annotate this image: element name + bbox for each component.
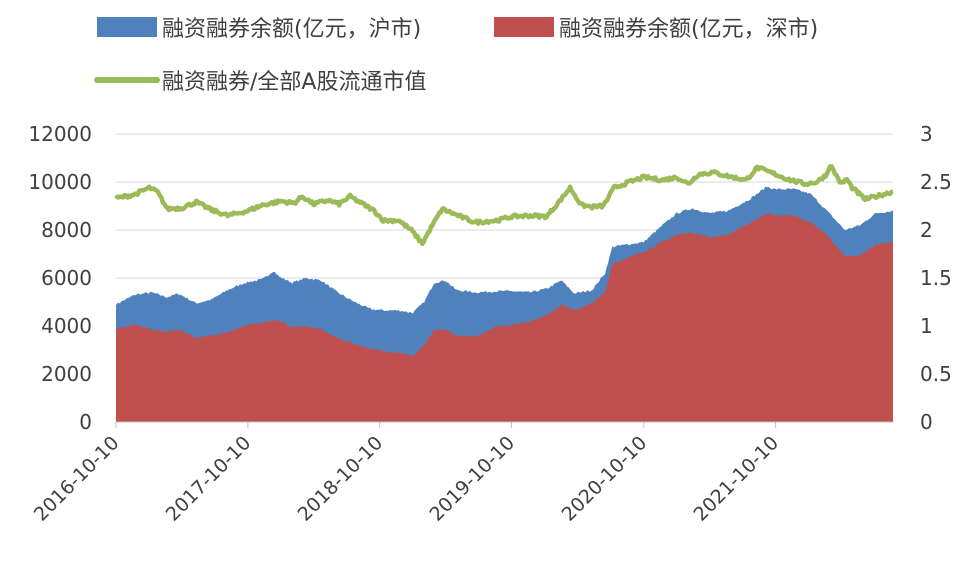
x-tick-label: 2019-10-10 [425,432,519,526]
legend-swatch-sz [494,17,554,37]
y-left-tick-label: 10000 [28,170,92,194]
legend-swatch-sh [97,17,157,37]
legend-label-ratio: 融资融券/全部A股流通市值 [162,70,426,95]
x-tick-label: 2018-10-10 [294,432,388,526]
y-right-tick-label: 3 [920,122,933,146]
area-sz [116,212,893,422]
y-left-tick-label: 12000 [28,122,92,146]
y-right-tick-label: 2 [920,218,933,242]
y-right-tick-label: 0 [920,410,933,434]
y-left-tick-label: 4000 [41,314,92,338]
x-tick-label: 2017-10-10 [162,432,256,526]
y-left-tick-label: 2000 [41,362,92,386]
y-right-tick-label: 1.5 [920,266,952,290]
area-series [116,186,893,422]
y-left-tick-label: 0 [79,410,92,434]
legend-label-sh: 融资融券余额(亿元，沪市) [162,17,421,42]
line-series [114,164,894,247]
legend: 融资融券余额(亿元，沪市) 融资融券余额(亿元，深市) 融资融券/全部A股流通市… [94,17,818,95]
y-right-tick-label: 1 [920,314,933,338]
y-left-tick-label: 8000 [41,218,92,242]
y-right-tick-label: 0.5 [920,362,952,386]
y-left-tick-label: 6000 [41,266,92,290]
x-tick-label: 2020-10-10 [558,432,652,526]
y-right-tick-label: 2.5 [920,170,952,194]
x-tick-label: 2016-10-10 [30,432,124,526]
line-ratio [114,164,894,247]
x-tick-label: 2021-10-10 [690,432,784,526]
legend-label-sz: 融资融券余额(亿元，深市) [559,17,818,42]
